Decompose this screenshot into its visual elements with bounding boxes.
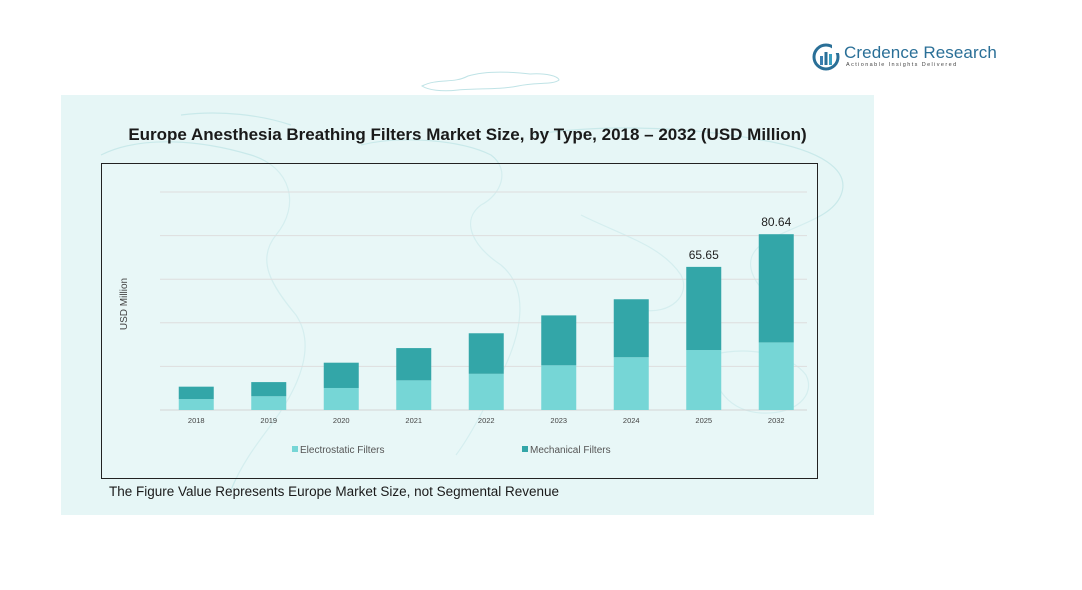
bar-mechanical-filters-2023 [541, 315, 577, 366]
brand-logo: Credence Research Actionable Insights De… [812, 42, 1002, 72]
chart-frame: USD Million 65.65 80.64 2018 2019 2020 2021 2… [101, 163, 818, 479]
bar-mechanical-filters-2025 [686, 266, 722, 351]
legend-label-mechanical-filters: Mechanical Filters [530, 445, 611, 456]
x-tick-label-2024: 2024 [623, 416, 640, 425]
legend-swatch-mechanical-filters [522, 446, 528, 452]
x-tick-label-2025: 2025 [695, 416, 712, 425]
bar-electrostatic-filters-2025 [686, 350, 722, 410]
x-tick-labels: 2018 2019 2020 2021 2022 2023 2024 2025 2032 [188, 416, 785, 425]
bar-mechanical-filters-2021 [396, 348, 432, 381]
map-outline-decoration [421, 71, 560, 92]
bar-mechanical-filters-2019 [251, 382, 287, 397]
chart-legend: Electrostatic Filters Mechanical Filters [292, 445, 611, 456]
bar-mechanical-filters-2018 [178, 386, 214, 400]
brand-name-first: Credence [844, 43, 919, 62]
bar-mechanical-filters-2032 [758, 234, 794, 343]
brand-name: Credence Research [844, 43, 997, 63]
data-label-2032: 80.64 [761, 215, 791, 229]
bar-electrostatic-filters-2020 [323, 387, 359, 410]
x-tick-label-2018: 2018 [188, 416, 205, 425]
x-tick-label-2022: 2022 [478, 416, 495, 425]
bar-mechanical-filters-2020 [323, 362, 359, 388]
chart-panel: Europe Anesthesia Breathing Filters Mark… [61, 95, 874, 515]
data-labels: 65.65 80.64 [689, 215, 792, 262]
data-label-2025: 65.65 [689, 248, 719, 262]
chart-title: Europe Anesthesia Breathing Filters Mark… [128, 125, 807, 144]
x-tick-label-2019: 2019 [260, 416, 277, 425]
x-tick-label-2020: 2020 [333, 416, 350, 425]
bar-electrostatic-filters-2032 [758, 342, 794, 410]
bar-mechanical-filters-2022 [468, 333, 504, 374]
bar-mechanical-filters-2024 [613, 299, 649, 358]
bars [178, 234, 794, 410]
y-axis-title: USD Million [119, 278, 130, 330]
x-tick-label-2032: 2032 [768, 416, 785, 425]
bar-electrostatic-filters-2018 [178, 399, 214, 410]
legend-swatch-electrostatic-filters [292, 446, 298, 452]
chart-footnote: The Figure Value Represents Europe Marke… [109, 484, 559, 499]
legend-label-electrostatic-filters: Electrostatic Filters [300, 445, 384, 456]
brand-name-second: Research [923, 43, 997, 62]
bar-electrostatic-filters-2022 [468, 373, 504, 410]
bar-electrostatic-filters-2024 [613, 357, 649, 410]
bar-electrostatic-filters-2021 [396, 380, 432, 410]
bar-electrostatic-filters-2019 [251, 396, 287, 410]
x-tick-label-2021: 2021 [405, 416, 422, 425]
credence-logo-icon [812, 43, 840, 71]
brand-tagline: Actionable Insights Delivered [846, 62, 958, 68]
bar-electrostatic-filters-2023 [541, 365, 577, 410]
x-tick-label-2023: 2023 [550, 416, 567, 425]
